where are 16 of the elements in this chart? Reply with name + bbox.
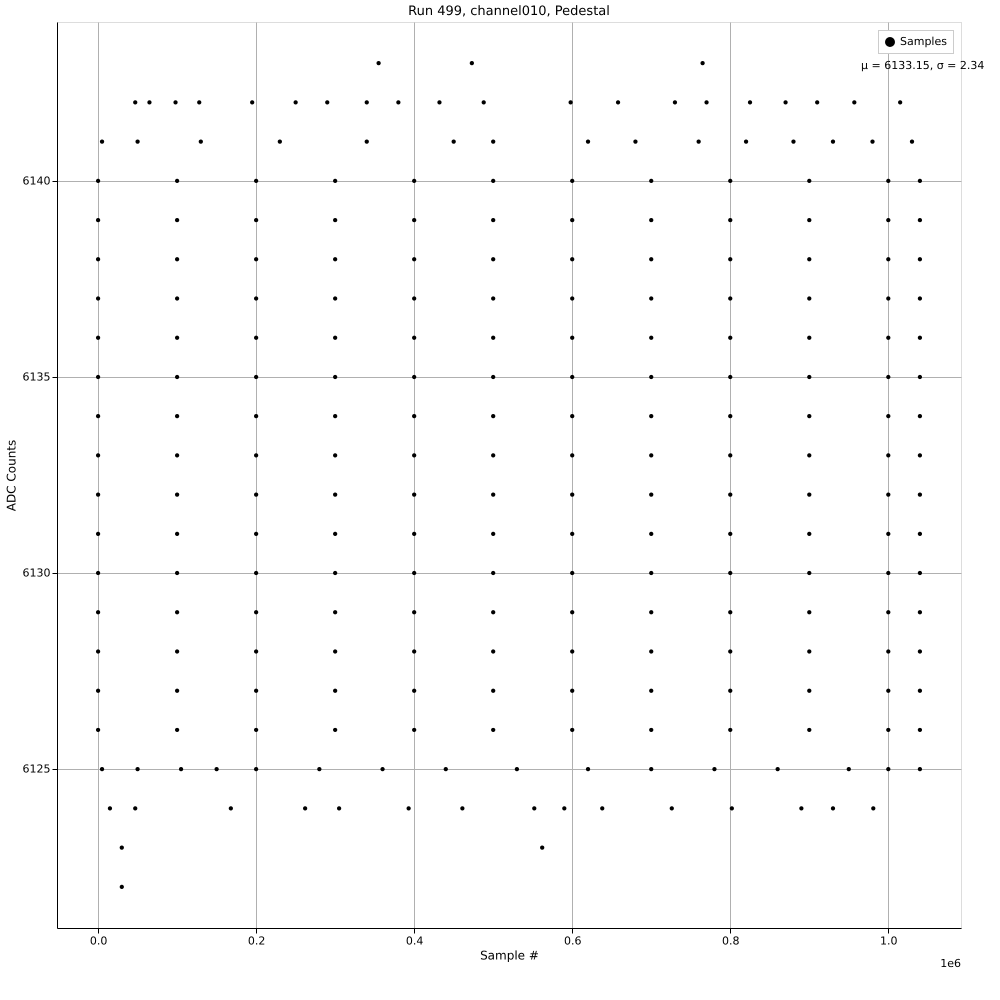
x-tick-label: 0.0 (90, 934, 108, 948)
x-tick-label: 0.8 (722, 934, 740, 948)
x-tick-label: 1.0 (880, 934, 898, 948)
y-axis-title: ADC Counts (4, 440, 19, 512)
text: 1e6 (940, 957, 961, 970)
y-tick-label: 6140 (22, 174, 50, 188)
y-tick-label: 6135 (22, 370, 50, 384)
x-tick-label: 0.2 (248, 934, 266, 948)
y-tick-label: 6130 (22, 566, 50, 580)
x-tick-label: 0.4 (406, 934, 424, 948)
y-tick-label: 6125 (22, 762, 50, 776)
annotation: μ = 6133.15, σ = 2.34 (861, 59, 984, 72)
x-axis-title: Sample # (480, 948, 539, 962)
x-tick-label: 0.6 (564, 934, 582, 948)
chart-title: Run 499, channel010, Pedestal (408, 4, 610, 19)
legend-label: Samples (900, 35, 948, 48)
